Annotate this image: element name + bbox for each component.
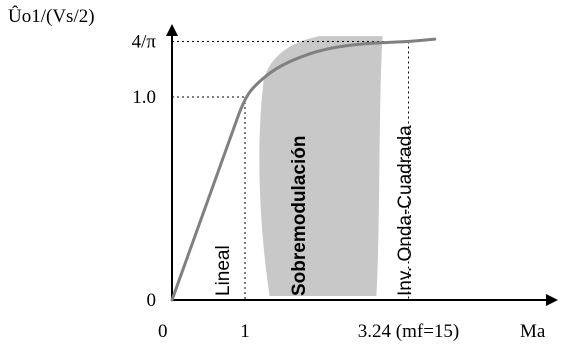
region-label: Lineal <box>213 245 234 296</box>
region-label: Inv. Onda-Cuadrada <box>395 125 416 296</box>
x-tick-label: 0 <box>158 321 168 342</box>
x-tick-label: 1 <box>240 321 250 342</box>
reference-dotted-lines <box>172 41 410 300</box>
y-tick-label: 4/π <box>132 32 157 53</box>
y-axis-label: Ûo1/(Vs/2) <box>8 5 95 27</box>
x-axis-label: Ma <box>520 321 546 342</box>
series-line <box>170 37 437 302</box>
y-tick-label: 0 <box>147 290 157 311</box>
x-tick-labels: 0 1 3.24 (mf=15) <box>158 321 459 342</box>
y-tick-label: 1.0 <box>132 87 156 108</box>
region-label: Sobremodulación <box>289 136 310 296</box>
sobremodulacion-region-shading <box>259 36 383 296</box>
region-labels: Lineal Sobremodulación Inv. Onda-Cuadrada <box>213 125 416 296</box>
x-tick-label: 3.24 (mf=15) <box>358 321 459 342</box>
y-tick-labels: 0 1.0 4/π <box>132 32 157 311</box>
